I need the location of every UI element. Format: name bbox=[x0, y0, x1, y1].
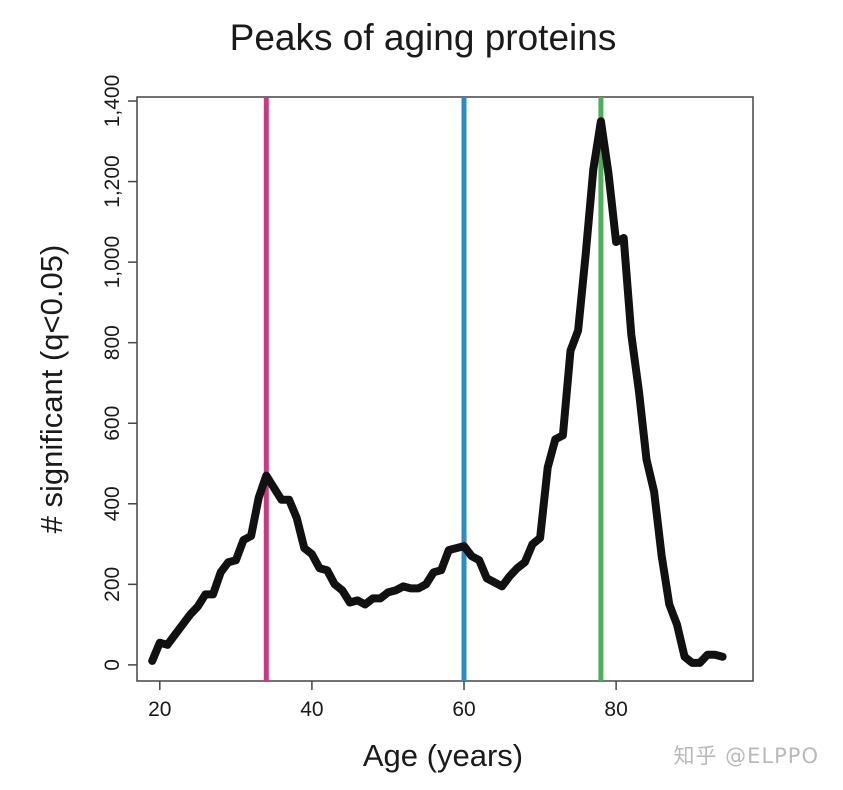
x-axis: 20 40 60 80 bbox=[148, 681, 628, 721]
y-tick-label: 1,000 bbox=[101, 236, 124, 289]
y-tick-label: 1,400 bbox=[101, 75, 124, 128]
x-tick-label: 80 bbox=[604, 698, 627, 721]
y-tick-label: 0 bbox=[101, 659, 124, 671]
x-tick-label: 60 bbox=[452, 698, 475, 721]
y-tick-label: 600 bbox=[101, 406, 124, 441]
y-tick-label: 400 bbox=[101, 486, 124, 521]
plot-frame bbox=[136, 96, 754, 682]
series-line-1 bbox=[148, 117, 727, 667]
series-group bbox=[148, 117, 727, 667]
y-tick-label: 200 bbox=[101, 567, 124, 602]
chart-title: Peaks of aging proteins bbox=[230, 17, 617, 58]
marker-lines bbox=[263, 97, 604, 681]
x-axis-label: Age (years) bbox=[363, 738, 523, 773]
y-axis-label: # significant (q<0.05) bbox=[34, 245, 69, 534]
watermark: 知乎 @ELPPO bbox=[673, 744, 819, 768]
x-tick-label: 40 bbox=[300, 698, 323, 721]
y-tick-label: 1,200 bbox=[101, 155, 124, 208]
x-tick-label: 20 bbox=[148, 698, 171, 721]
y-tick-label: 800 bbox=[101, 325, 124, 360]
y-axis: 0 200 400 600 800 1,000 1,200 1,400 bbox=[101, 75, 137, 671]
